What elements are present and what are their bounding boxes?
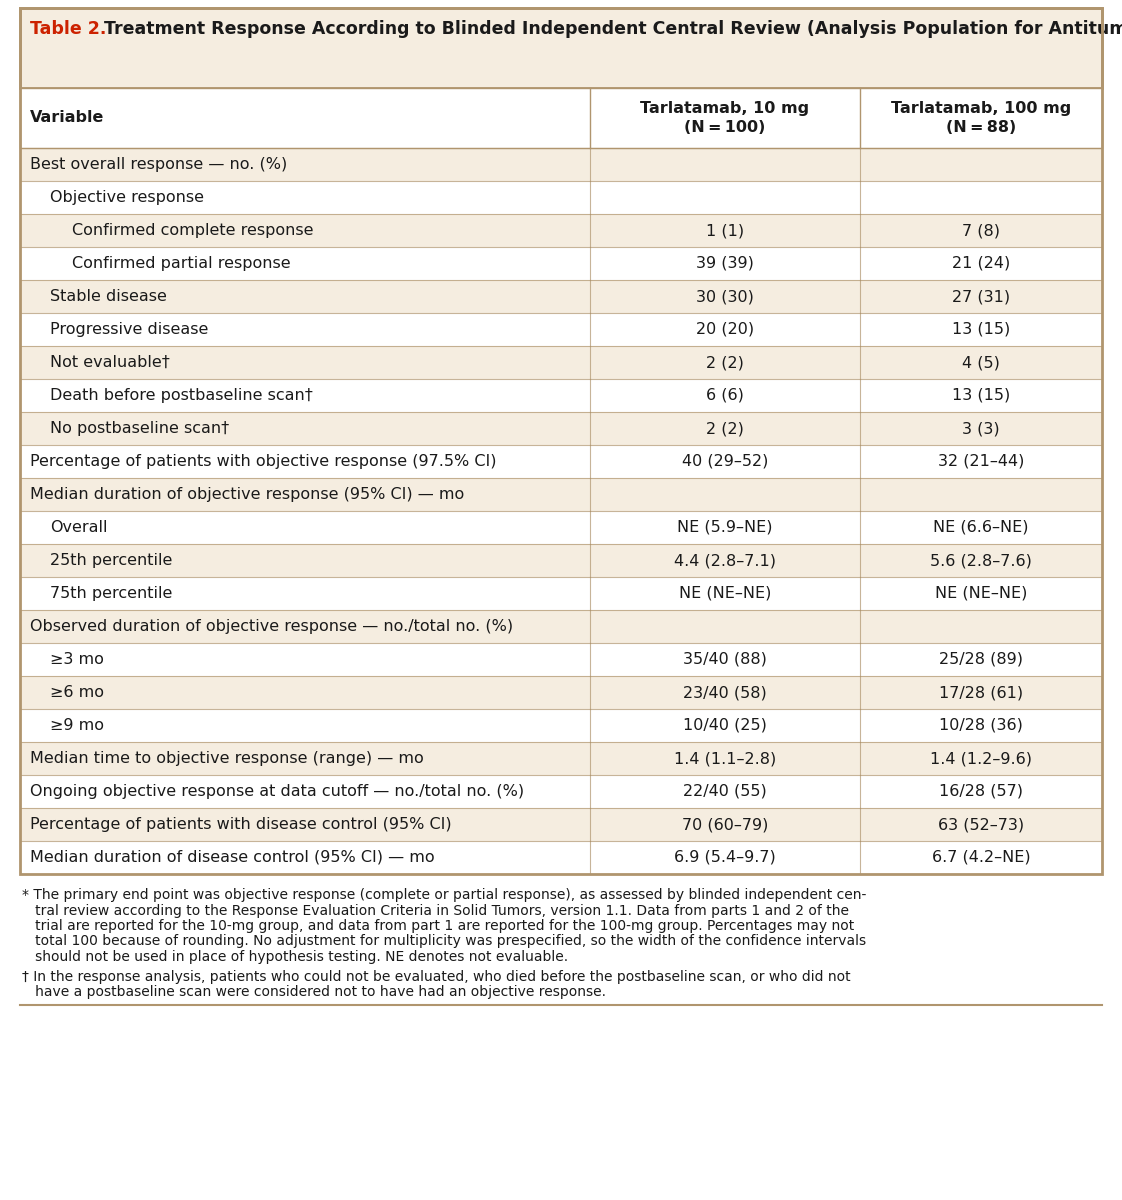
Text: 7 (8): 7 (8): [962, 223, 1000, 238]
Bar: [20, 643, 1102, 676]
Bar: [20, 775, 1102, 808]
Text: 6.9 (5.4–9.7): 6.9 (5.4–9.7): [674, 850, 776, 865]
Text: Stable disease: Stable disease: [50, 289, 167, 304]
Text: Confirmed partial response: Confirmed partial response: [72, 256, 291, 271]
Text: Treatment Response According to Blinded Independent Central Review (Analysis Pop: Treatment Response According to Blinded …: [98, 20, 1122, 38]
Text: 39 (39): 39 (39): [696, 256, 754, 271]
Text: 1.4 (1.2–9.6): 1.4 (1.2–9.6): [930, 751, 1032, 766]
Text: 2 (2): 2 (2): [706, 421, 744, 436]
Text: 17/28 (61): 17/28 (61): [939, 685, 1023, 700]
Text: have a postbaseline scan were considered not to have had an objective response.: have a postbaseline scan were considered…: [22, 985, 606, 998]
Bar: [20, 346, 1102, 379]
Text: 13 (15): 13 (15): [951, 322, 1010, 337]
Bar: [20, 379, 1102, 412]
Bar: [20, 8, 1102, 88]
Text: 3 (3): 3 (3): [963, 421, 1000, 436]
Text: Median time to objective response (range) — mo: Median time to objective response (range…: [30, 751, 424, 766]
Text: 32 (21–44): 32 (21–44): [938, 454, 1024, 469]
Text: Median duration of objective response (95% CI) — mo: Median duration of objective response (9…: [30, 487, 465, 502]
Bar: [20, 181, 1102, 214]
Text: 2 (2): 2 (2): [706, 355, 744, 370]
Bar: [20, 412, 1102, 445]
Bar: [20, 445, 1102, 478]
Text: Best overall response — no. (%): Best overall response — no. (%): [30, 157, 287, 172]
Text: 27 (31): 27 (31): [951, 289, 1010, 304]
Text: 25th percentile: 25th percentile: [50, 553, 173, 568]
Text: Death before postbaseline scan†: Death before postbaseline scan†: [50, 388, 313, 403]
Text: 6 (6): 6 (6): [706, 388, 744, 403]
Text: 1.4 (1.1–2.8): 1.4 (1.1–2.8): [674, 751, 776, 766]
Text: NE (6.6–NE): NE (6.6–NE): [934, 520, 1029, 535]
Text: NE (NE–NE): NE (NE–NE): [935, 586, 1027, 601]
Text: 23/40 (58): 23/40 (58): [683, 685, 766, 700]
Bar: [20, 808, 1102, 841]
Text: 75th percentile: 75th percentile: [50, 586, 173, 601]
Text: Table 2.: Table 2.: [30, 20, 107, 38]
Text: 25/28 (89): 25/28 (89): [939, 652, 1023, 667]
Text: 30 (30): 30 (30): [696, 289, 754, 304]
Text: 22/40 (55): 22/40 (55): [683, 784, 766, 799]
Text: No postbaseline scan†: No postbaseline scan†: [50, 421, 229, 436]
Text: 21 (24): 21 (24): [951, 256, 1010, 271]
Text: 1 (1): 1 (1): [706, 223, 744, 238]
Bar: [20, 610, 1102, 643]
Text: Overall: Overall: [50, 520, 108, 535]
Text: 10/28 (36): 10/28 (36): [939, 718, 1023, 733]
Text: Median duration of disease control (95% CI) — mo: Median duration of disease control (95% …: [30, 850, 434, 865]
Bar: [20, 280, 1102, 313]
Text: 40 (29–52): 40 (29–52): [682, 454, 769, 469]
Text: 5.6 (2.8–7.6): 5.6 (2.8–7.6): [930, 553, 1032, 568]
Text: NE (NE–NE): NE (NE–NE): [679, 586, 771, 601]
Text: 4.4 (2.8–7.1): 4.4 (2.8–7.1): [674, 553, 776, 568]
Bar: [20, 478, 1102, 511]
Text: ≥9 mo: ≥9 mo: [50, 718, 104, 733]
Text: * The primary end point was objective response (complete or partial response), a: * The primary end point was objective re…: [22, 888, 866, 902]
Text: Progressive disease: Progressive disease: [50, 322, 209, 337]
Text: total 100 because of rounding. No adjustment for multiplicity was prespecified, : total 100 because of rounding. No adjust…: [22, 935, 866, 948]
Text: Ongoing objective response at data cutoff — no./total no. (%): Ongoing objective response at data cutof…: [30, 784, 524, 799]
Text: Observed duration of objective response — no./total no. (%): Observed duration of objective response …: [30, 619, 513, 634]
Text: Percentage of patients with objective response (97.5% CI): Percentage of patients with objective re…: [30, 454, 497, 469]
Text: Percentage of patients with disease control (95% CI): Percentage of patients with disease cont…: [30, 817, 452, 832]
Text: 13 (15): 13 (15): [951, 388, 1010, 403]
Text: NE (5.9–NE): NE (5.9–NE): [678, 520, 773, 535]
Bar: [20, 313, 1102, 346]
Text: ≥3 mo: ≥3 mo: [50, 652, 104, 667]
Bar: [20, 676, 1102, 709]
Text: 10/40 (25): 10/40 (25): [683, 718, 767, 733]
Bar: [20, 841, 1102, 874]
Text: tral review according to the Response Evaluation Criteria in Solid Tumors, versi: tral review according to the Response Ev…: [22, 904, 849, 918]
Text: Tarlatamab, 100 mg
(N = 88): Tarlatamab, 100 mg (N = 88): [891, 101, 1072, 136]
Bar: [20, 214, 1102, 247]
Text: ≥6 mo: ≥6 mo: [50, 685, 104, 700]
Bar: [20, 88, 1102, 148]
Bar: [20, 247, 1102, 280]
Bar: [20, 577, 1102, 610]
Bar: [20, 709, 1102, 742]
Text: Not evaluable†: Not evaluable†: [50, 355, 169, 370]
Text: 4 (5): 4 (5): [962, 355, 1000, 370]
Text: 6.7 (4.2–NE): 6.7 (4.2–NE): [931, 850, 1030, 865]
Text: Tarlatamab, 10 mg
(N = 100): Tarlatamab, 10 mg (N = 100): [641, 101, 810, 136]
Text: 70 (60–79): 70 (60–79): [682, 817, 769, 832]
Text: Confirmed complete response: Confirmed complete response: [72, 223, 313, 238]
Text: † In the response analysis, patients who could not be evaluated, who died before: † In the response analysis, patients who…: [22, 970, 850, 984]
Bar: [20, 742, 1102, 775]
Text: Variable: Variable: [30, 110, 104, 126]
Text: should not be used in place of hypothesis testing. NE denotes not evaluable.: should not be used in place of hypothesi…: [22, 950, 568, 964]
Text: 63 (52–73): 63 (52–73): [938, 817, 1024, 832]
Bar: [20, 8, 1102, 874]
Bar: [20, 148, 1102, 181]
Bar: [20, 544, 1102, 577]
Text: trial are reported for the 10-mg group, and data from part 1 are reported for th: trial are reported for the 10-mg group, …: [22, 919, 854, 934]
Text: 20 (20): 20 (20): [696, 322, 754, 337]
Text: 16/28 (57): 16/28 (57): [939, 784, 1023, 799]
Bar: [20, 511, 1102, 544]
Text: Objective response: Objective response: [50, 190, 204, 205]
Text: 35/40 (88): 35/40 (88): [683, 652, 767, 667]
